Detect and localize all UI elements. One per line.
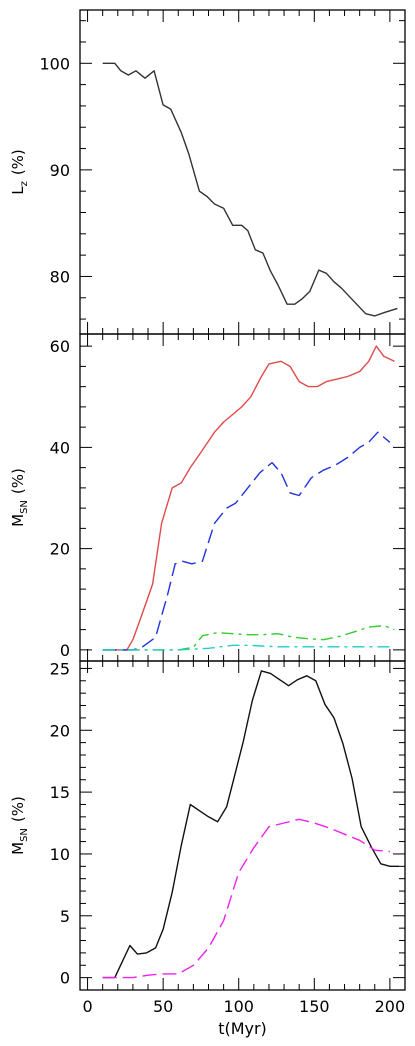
x-tick-label: 100 <box>223 997 254 1016</box>
x-tick-label: 0 <box>82 997 92 1016</box>
y-tick-label: 15 <box>50 783 70 802</box>
panel-2-frame <box>79 333 406 662</box>
y-tick-label: 10 <box>50 845 70 864</box>
panel-3-series-1-line <box>102 670 399 979</box>
y-tick-label: 40 <box>50 438 70 457</box>
x-tick-label: 150 <box>299 997 330 1016</box>
y-tick-label: 60 <box>50 337 70 356</box>
y-axis-label: Lz(%) <box>9 149 30 195</box>
panel-1-series-1-line <box>102 62 398 317</box>
panel-1-frame <box>79 9 406 335</box>
y-tick-label: 0 <box>60 969 70 988</box>
y-tick-label: 80 <box>50 267 70 286</box>
panel-3-series-2-line <box>102 818 390 979</box>
panel-2-series-2-line <box>102 431 391 651</box>
panel-3-frame <box>79 660 406 991</box>
y-tick-label: 100 <box>39 54 70 73</box>
x-tick-label: 200 <box>375 997 406 1016</box>
y-tick-label: 20 <box>50 540 70 559</box>
x-tick-label: 50 <box>153 997 173 1016</box>
panel-2-series-1-line <box>102 345 395 651</box>
y-axis-label: MSN(%) <box>9 468 30 527</box>
y-tick-label: 0 <box>60 641 70 660</box>
y-tick-label: 25 <box>50 659 70 678</box>
panel-2-series-3-line <box>102 624 395 651</box>
y-axis-label: MSN(%) <box>9 796 30 855</box>
y-tick-label: 90 <box>50 161 70 180</box>
y-tick-label: 5 <box>60 907 70 926</box>
panel-2-series-4-line <box>102 644 395 651</box>
y-tick-label: 20 <box>50 721 70 740</box>
x-axis-label: t(Myr) <box>218 1019 267 1038</box>
